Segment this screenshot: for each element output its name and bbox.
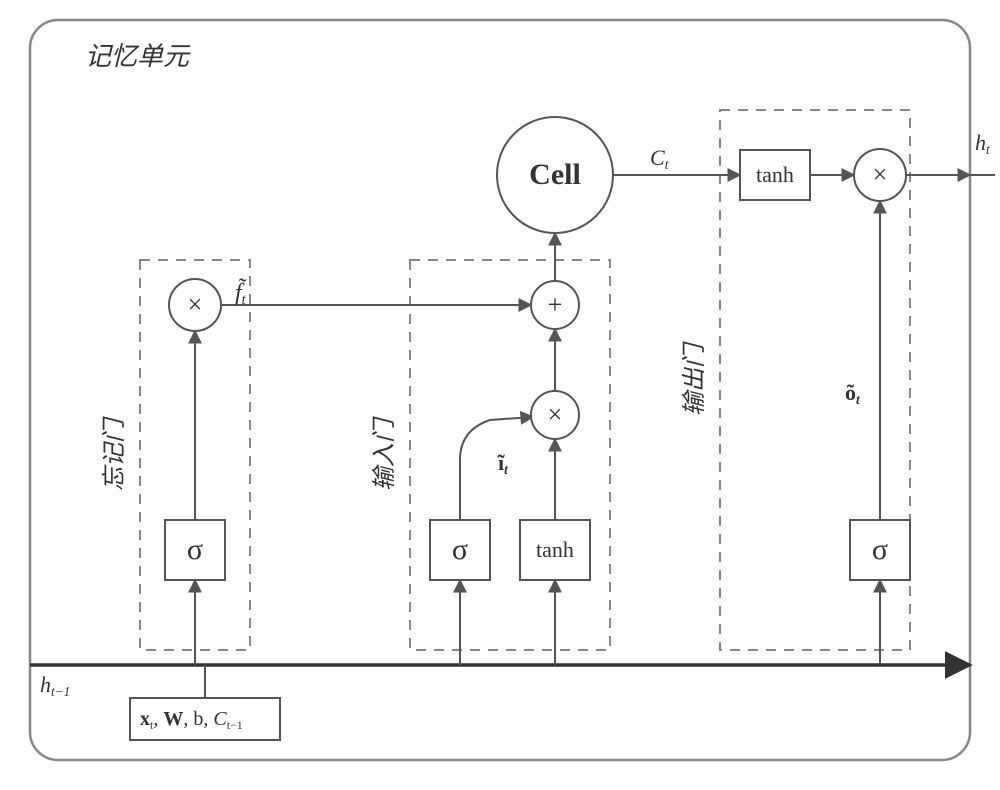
node-tanh_i-text: tanh xyxy=(536,537,574,562)
node-sigma_o-text: σ xyxy=(872,533,888,566)
input-gate-box xyxy=(410,260,610,650)
node-sigma_i-text: σ xyxy=(452,533,468,566)
label-h_prev: ht−1 xyxy=(40,672,70,699)
label-o_tilde: õt xyxy=(845,380,860,407)
label-i_tilde: ĩt xyxy=(497,450,508,477)
input-gate-label: 输入门 xyxy=(371,416,398,491)
edge-sigma_i-mul_i xyxy=(460,417,533,520)
node-mul_i-text: × xyxy=(548,400,563,429)
node-tanh_o-text: tanh xyxy=(756,162,794,187)
label-C_t: Ct xyxy=(650,145,669,172)
label-h_out: ht xyxy=(975,130,990,157)
node-cell-text: Cell xyxy=(529,158,581,191)
node-mul_o-text: × xyxy=(873,160,888,189)
node-mul_f-text: × xyxy=(188,290,203,319)
label-f_tilde: f̃t xyxy=(235,278,247,308)
output-gate-label: 输出门 xyxy=(681,341,708,416)
node-sigma_f-text: σ xyxy=(187,533,203,566)
node-plus-text: + xyxy=(548,290,563,319)
forget-gate-label: 忘记门 xyxy=(101,416,128,491)
label-title: 记忆单元 xyxy=(85,42,191,71)
